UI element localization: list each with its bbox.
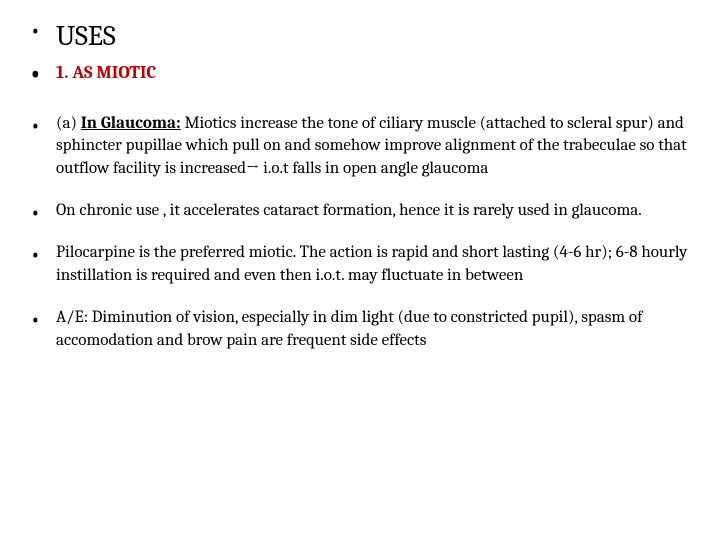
list-item: A/E: Diminution of vision, especially in… <box>22 307 692 352</box>
item-text: A/E: Diminution of vision, especially in… <box>56 308 642 349</box>
bullet-list: USES 1. AS MIOTIC (a) In Glaucoma: Mioti… <box>22 18 692 352</box>
title-text: USES <box>56 20 116 52</box>
slide: USES 1. AS MIOTIC (a) In Glaucoma: Mioti… <box>0 0 720 540</box>
item-lead: In Glaucoma: <box>81 114 181 133</box>
item-prefix: (a) <box>56 114 81 133</box>
list-item: Pilocarpine is the preferred miotic. The… <box>22 242 692 287</box>
title-item: USES <box>22 18 692 55</box>
list-item: (a) In Glaucoma: Miotics increase the to… <box>22 113 692 180</box>
item-text: Pilocarpine is the preferred miotic. The… <box>56 243 687 284</box>
subhead-text: 1. AS MIOTIC <box>56 62 156 83</box>
item-text: On chronic use , it accelerates cataract… <box>56 201 642 220</box>
subhead-item: 1. AS MIOTIC <box>22 61 692 85</box>
list-item: On chronic use , it accelerates cataract… <box>22 200 692 222</box>
